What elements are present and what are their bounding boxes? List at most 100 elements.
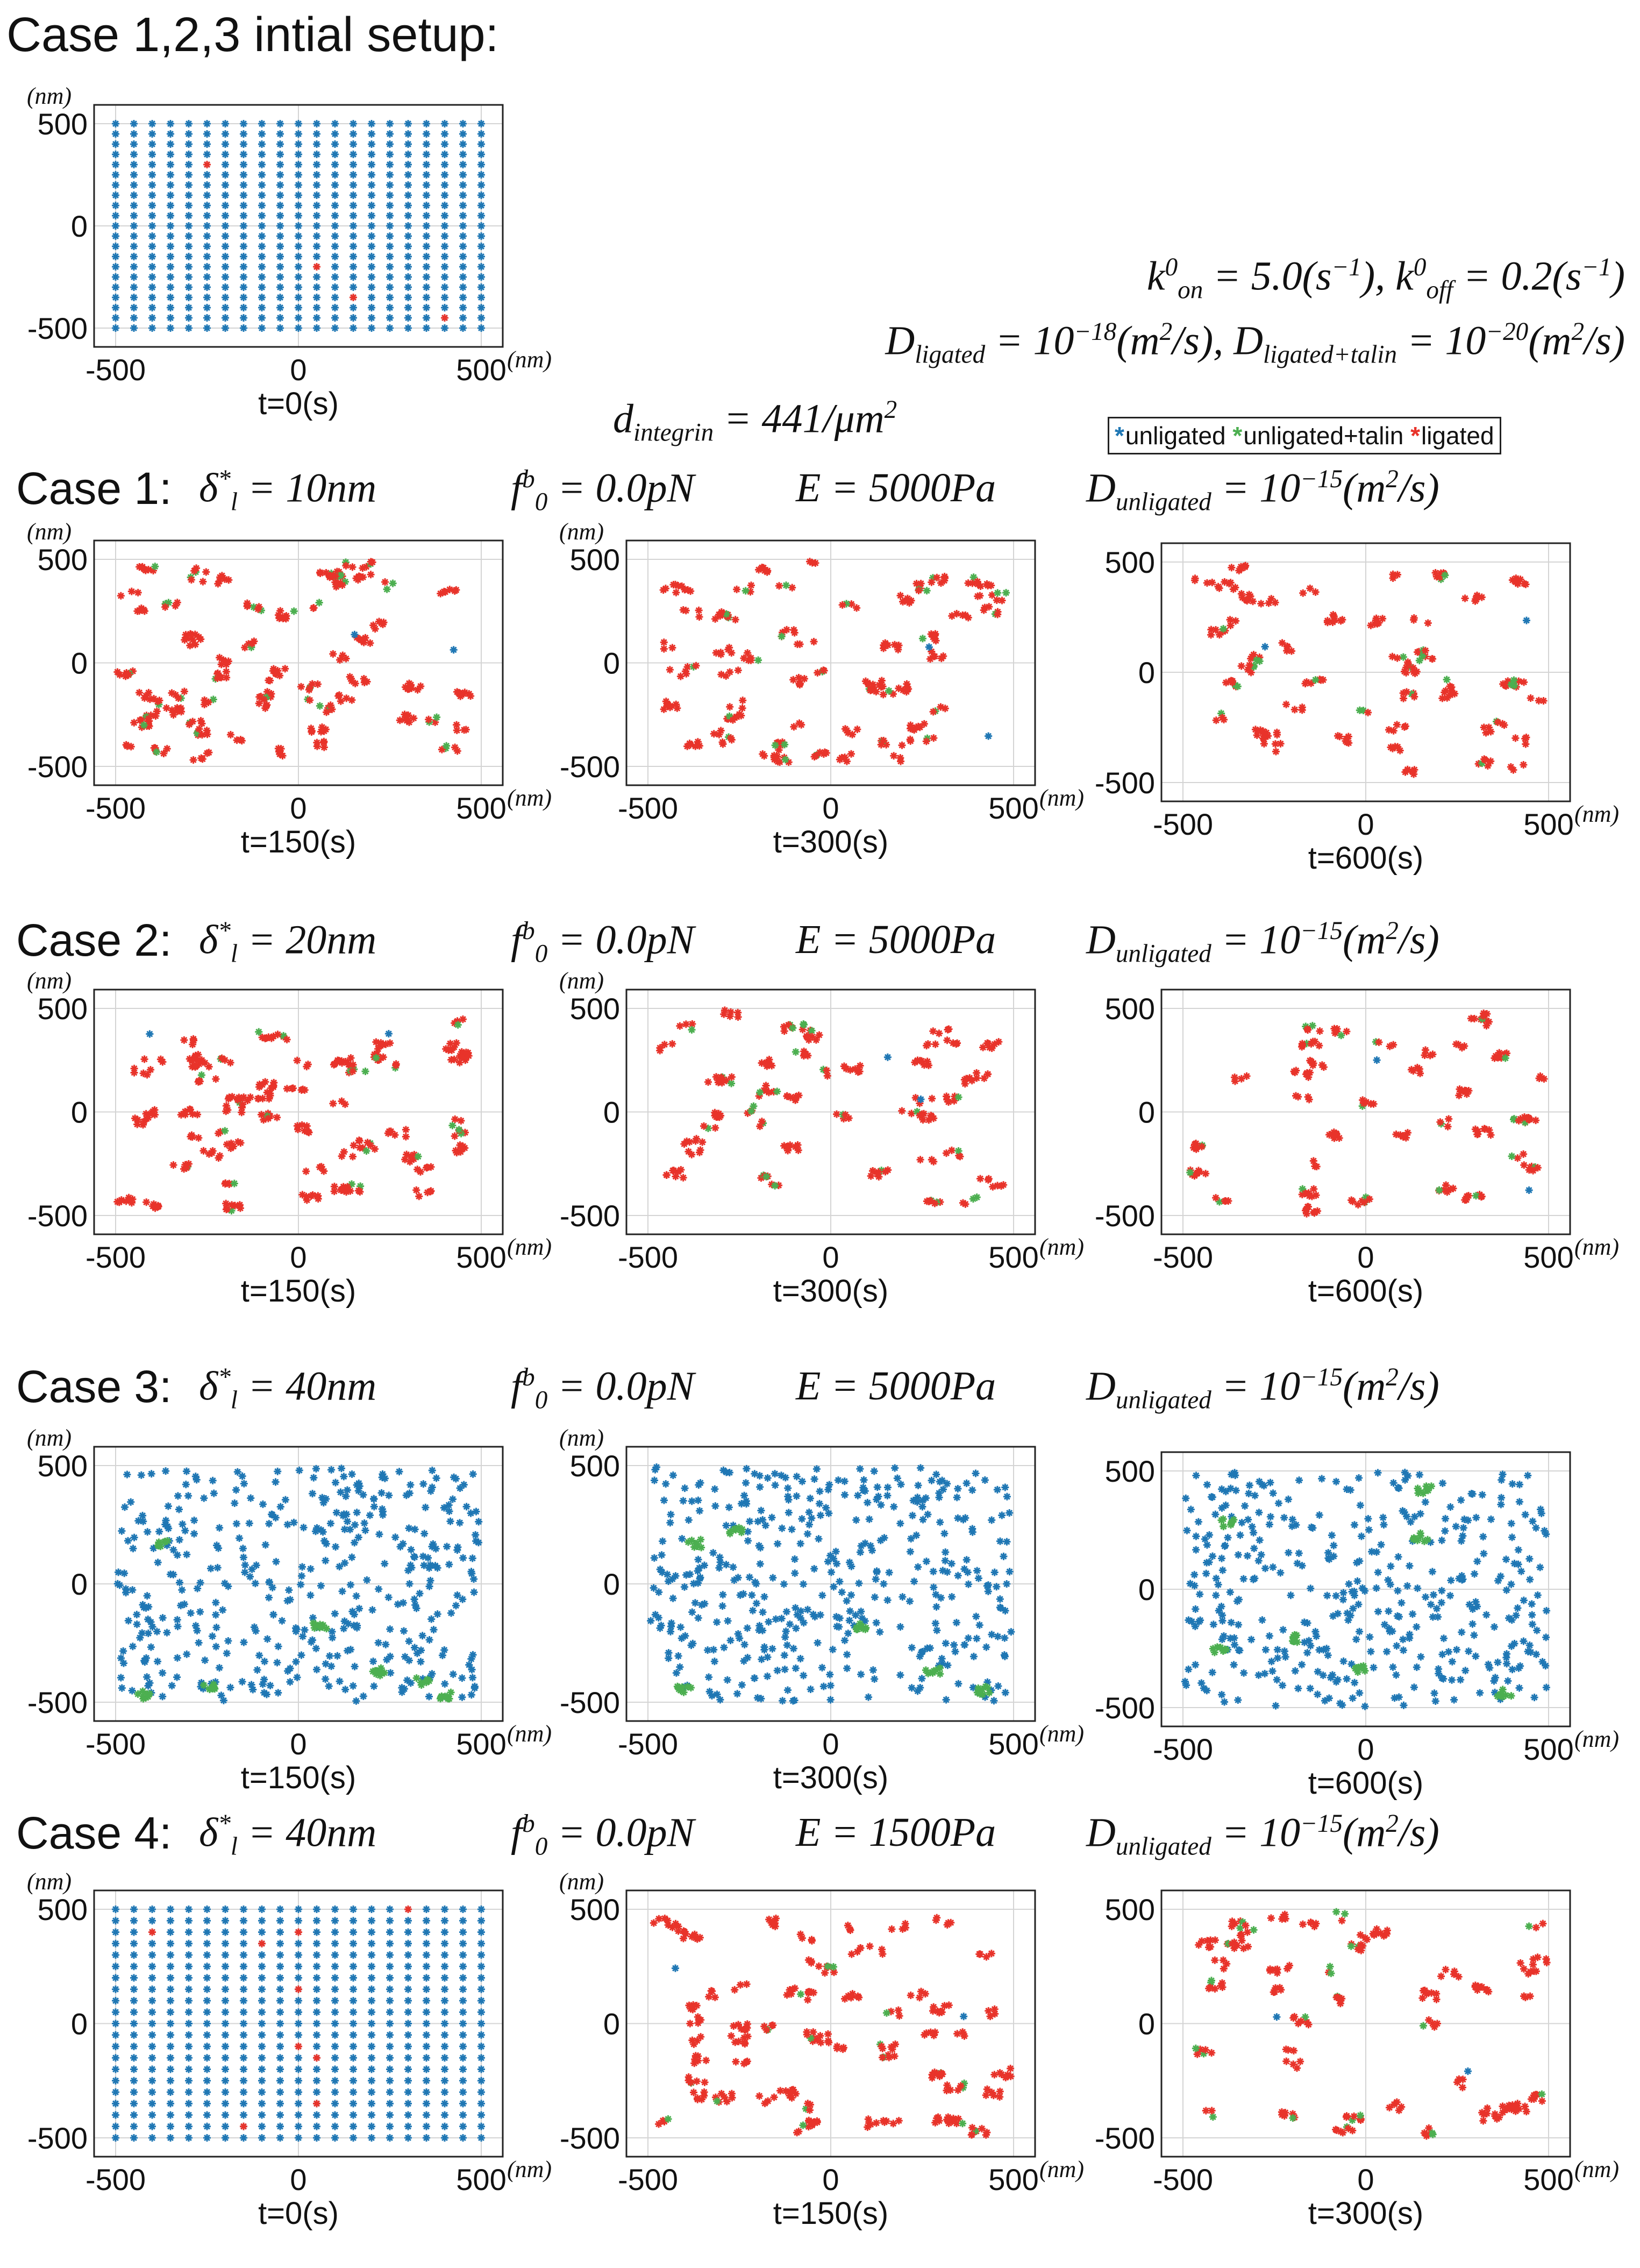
data-point (982, 1643, 990, 1651)
data-point (331, 171, 339, 179)
data-point (914, 1563, 922, 1571)
data-point (240, 1638, 248, 1646)
data-point (258, 1111, 266, 1119)
data-point (295, 283, 302, 291)
data-point (286, 1678, 294, 1686)
data-point (788, 584, 796, 592)
data-point (112, 304, 119, 311)
axes-frame (93, 539, 504, 786)
data-point (1409, 1067, 1417, 1075)
data-point (691, 742, 700, 750)
data-point (1508, 1616, 1516, 1624)
data-point (224, 657, 232, 665)
data-point (789, 1645, 797, 1653)
data-point (1239, 1575, 1247, 1583)
data-point (1251, 1491, 1259, 1499)
data-point (1261, 1565, 1270, 1573)
data-point (376, 1668, 384, 1676)
data-point (404, 1939, 412, 1947)
data-point (865, 1515, 873, 1523)
data-point (331, 273, 339, 281)
data-point (309, 1614, 317, 1622)
data-point (792, 2089, 800, 2098)
data-point (1218, 1617, 1227, 1625)
data-point (331, 263, 339, 271)
data-point (848, 730, 857, 738)
data-point (258, 1963, 266, 1971)
data-point (172, 602, 180, 610)
data-point (258, 2054, 266, 2062)
data-point (1494, 1054, 1502, 1062)
data-point (295, 181, 302, 189)
data-point (1355, 1474, 1363, 1482)
data-point (765, 1089, 773, 1097)
data-point (954, 1484, 962, 1492)
data-point (342, 561, 350, 570)
data-point (331, 578, 339, 586)
data-point (1529, 1517, 1537, 1525)
data-point (159, 1693, 167, 1701)
data-point (906, 1548, 914, 1556)
data-point (148, 1951, 156, 1959)
data-point (733, 585, 741, 593)
data-point (737, 712, 745, 720)
data-point (441, 2043, 448, 2050)
data-point (423, 130, 430, 138)
data-point (1196, 1590, 1204, 1598)
data-point (240, 2043, 247, 2050)
data-point (844, 1922, 852, 1930)
data-point (795, 1091, 803, 1099)
data-point (340, 1617, 348, 1625)
data-point (1485, 723, 1493, 731)
data-point (1208, 579, 1216, 587)
data-point (1201, 2046, 1209, 2054)
data-point (216, 653, 224, 662)
data-point (258, 1951, 266, 1959)
data-point (348, 1470, 356, 1478)
data-point (423, 232, 430, 240)
x-tick-label: -500 (618, 791, 678, 825)
data-point (883, 1053, 892, 1061)
data-point (413, 1650, 421, 1658)
data-point (1352, 1636, 1360, 1644)
data-point (112, 273, 119, 281)
data-point (405, 718, 413, 726)
data-point (1421, 1051, 1429, 1060)
data-point (765, 1056, 773, 1064)
data-point (308, 728, 316, 736)
data-point (313, 314, 320, 322)
data-point (1394, 1553, 1402, 1561)
data-point (274, 1030, 282, 1039)
data-point (203, 2111, 211, 2119)
data-point (274, 1643, 282, 1651)
data-point (241, 1568, 249, 1576)
data-point (283, 1035, 291, 1043)
data-point (690, 2059, 698, 2067)
data-point (713, 1690, 721, 1698)
data-point (700, 1561, 708, 1569)
data-point (1247, 1636, 1256, 1644)
data-point (780, 1651, 788, 1659)
data-point (458, 1048, 466, 1056)
data-point (1243, 1552, 1251, 1560)
data-point (738, 1681, 746, 1689)
data-point (450, 646, 458, 654)
data-point (1482, 1986, 1490, 1994)
data-point (189, 636, 197, 644)
data-point (1273, 1646, 1281, 1654)
force-param: fb0 = 0.0pN (511, 465, 695, 516)
data-point (667, 1623, 675, 1631)
data-point (810, 1475, 818, 1483)
data-point (234, 1138, 242, 1146)
data-point (1281, 1653, 1289, 1661)
data-point (878, 1945, 886, 1953)
data-point (441, 1693, 449, 1701)
data-point (1442, 1515, 1450, 1523)
data-point (824, 2030, 832, 2038)
data-point (1515, 1117, 1523, 1125)
y-unit-label: (nm) (559, 518, 604, 545)
data-point (323, 1625, 331, 1633)
data-point (651, 1466, 659, 1474)
data-point (222, 161, 229, 168)
data-point (142, 1110, 150, 1118)
